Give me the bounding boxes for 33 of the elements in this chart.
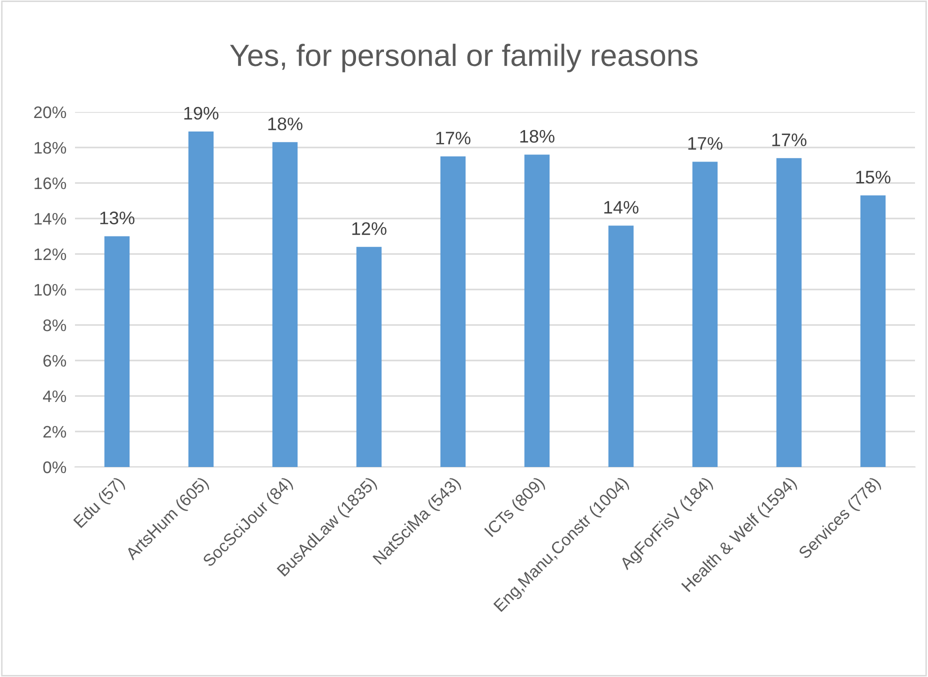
bar bbox=[188, 132, 214, 467]
data-label: 15% bbox=[856, 170, 890, 184]
bar bbox=[692, 162, 718, 467]
bar bbox=[104, 236, 130, 467]
data-label: 18% bbox=[520, 130, 554, 143]
y-tick-label: 0% bbox=[43, 461, 66, 474]
bar bbox=[608, 226, 634, 467]
data-label: 14% bbox=[604, 200, 638, 214]
bar bbox=[860, 195, 886, 467]
data-label: 17% bbox=[772, 134, 806, 146]
y-tick-label: 18% bbox=[34, 142, 66, 154]
bar bbox=[440, 156, 466, 467]
data-label: 17% bbox=[688, 137, 722, 150]
y-tick-label: 14% bbox=[34, 212, 66, 225]
data-label: 17% bbox=[436, 132, 470, 144]
bar bbox=[356, 246, 382, 467]
x-tick-label: Edu (57) bbox=[72, 476, 128, 531]
bar bbox=[272, 142, 298, 467]
y-tick-label: 2% bbox=[43, 426, 66, 438]
data-label: 19% bbox=[184, 106, 218, 120]
data-label: 13% bbox=[100, 212, 134, 224]
data-label: 18% bbox=[268, 117, 302, 130]
y-tick-label: 20% bbox=[34, 106, 66, 118]
data-label: 12% bbox=[352, 222, 386, 235]
y-tick-label: 8% bbox=[43, 319, 66, 332]
y-tick-label: 4% bbox=[42, 390, 66, 402]
y-tick-label: 10% bbox=[34, 284, 66, 296]
y-tick-label: 16% bbox=[34, 177, 66, 190]
y-tick-label: 12% bbox=[34, 248, 66, 260]
chart-title: Yes, for personal or family reasons bbox=[230, 44, 698, 72]
y-tick-label: 6% bbox=[43, 354, 66, 367]
bar bbox=[524, 154, 550, 467]
bar bbox=[776, 158, 802, 467]
